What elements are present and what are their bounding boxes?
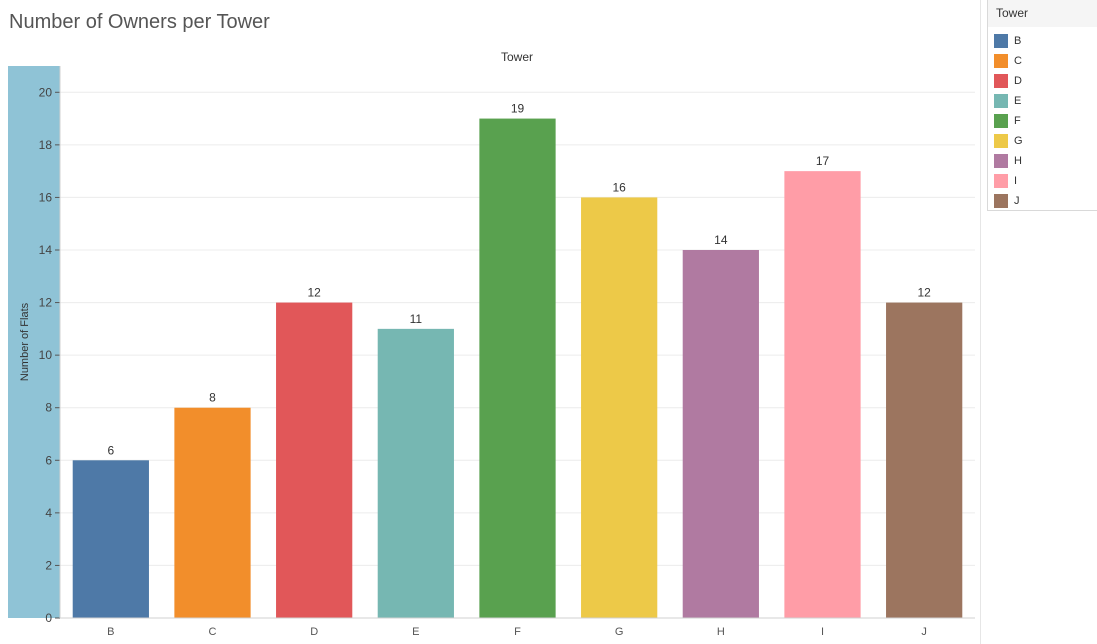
y-tick-label: 20 [39, 85, 53, 99]
legend-item-F[interactable]: F [994, 111, 1023, 131]
data-label-I: 17 [816, 154, 830, 168]
y-axis-ticks: 0 2 4 6 8 10 12 14 16 18 20 [39, 66, 61, 625]
x-tick-label-J: J [921, 626, 927, 638]
y-tick-label: 8 [45, 401, 52, 415]
bars [72, 118, 963, 619]
y-tick-label: 0 [45, 611, 52, 625]
legend-label: G [1014, 135, 1023, 147]
legend-item-D[interactable]: D [994, 71, 1023, 91]
legend-item-C[interactable]: C [994, 51, 1023, 71]
legend-swatch [994, 54, 1008, 68]
column-header: Tower [501, 50, 533, 64]
legend-swatch [994, 134, 1008, 148]
x-tick-label-I: I [821, 626, 824, 638]
legend-label: J [1014, 195, 1020, 207]
data-label-D: 12 [307, 286, 321, 300]
legend-label: F [1014, 115, 1021, 127]
x-tick-label-B: B [107, 626, 114, 638]
x-tick-label-C: C [209, 626, 217, 638]
legend-swatch [994, 194, 1008, 208]
legend-label: B [1014, 35, 1022, 47]
y-tick-label: 14 [39, 243, 53, 257]
x-tick-label-D: D [310, 626, 318, 638]
legend-item-E[interactable]: E [994, 91, 1023, 111]
data-label-B: 6 [107, 443, 114, 457]
legend-item-J[interactable]: J [994, 191, 1023, 211]
bar-chart: 0 2 4 6 8 10 12 14 16 18 20 6 8 12 11 19 16 14 17 12 B C D E F… [8, 50, 975, 638]
panel-divider [980, 0, 981, 644]
bar-E[interactable] [377, 328, 454, 618]
bar-F[interactable] [479, 118, 556, 619]
y-tick-label: 16 [39, 190, 53, 204]
y-tick-label: 4 [45, 506, 52, 520]
legend-label: E [1014, 95, 1022, 107]
data-labels: 6 8 12 11 19 16 14 17 12 [107, 102, 931, 458]
bar-G[interactable] [581, 197, 658, 618]
y-axis-label: Number of Flats [19, 302, 31, 381]
chart-title: Number of Owners per Tower [9, 11, 270, 33]
legend-swatch [994, 94, 1008, 108]
legend-item-B[interactable]: B [994, 31, 1023, 51]
bar-J[interactable] [886, 302, 963, 618]
x-tick-label-F: F [514, 626, 521, 638]
x-tick-label-G: G [615, 626, 624, 638]
x-axis-ticks: B C D E F G H I J [60, 617, 975, 638]
legend-header [988, 0, 1097, 27]
legend-label: H [1014, 155, 1022, 167]
y-tick-label: 2 [45, 558, 52, 572]
data-label-F: 19 [511, 102, 525, 116]
legend-swatch [994, 174, 1008, 188]
legend-swatch [994, 34, 1008, 48]
legend-label: C [1014, 55, 1022, 67]
y-tick-label: 10 [39, 348, 53, 362]
bar-D[interactable] [276, 302, 353, 618]
bar-C[interactable] [174, 407, 251, 618]
data-label-J: 12 [917, 286, 931, 300]
y-tick-label: 18 [39, 138, 53, 152]
legend-title: Tower [996, 6, 1029, 20]
y-axis-band-fill [8, 66, 60, 618]
legend-swatch [994, 74, 1008, 88]
legend-item-G[interactable]: G [994, 131, 1023, 151]
bar-H[interactable] [682, 250, 759, 618]
legend-label: I [1014, 175, 1018, 187]
legend-swatch [994, 114, 1008, 128]
legend-label: D [1014, 75, 1022, 87]
x-tick-label-H: H [717, 626, 725, 638]
legend-item-I[interactable]: I [994, 171, 1023, 191]
data-label-G: 16 [612, 180, 626, 194]
legend-swatch [994, 154, 1008, 168]
legend-item-H[interactable]: H [994, 151, 1023, 171]
y-axis-band [8, 66, 60, 618]
bar-B[interactable] [72, 460, 149, 618]
bar-I[interactable] [784, 171, 861, 618]
y-tick-label: 6 [45, 453, 52, 467]
y-tick-label: 12 [39, 296, 53, 310]
data-label-H: 14 [714, 233, 728, 247]
data-label-E: 11 [410, 312, 423, 326]
x-tick-label-E: E [412, 626, 419, 638]
data-label-C: 8 [209, 391, 216, 405]
